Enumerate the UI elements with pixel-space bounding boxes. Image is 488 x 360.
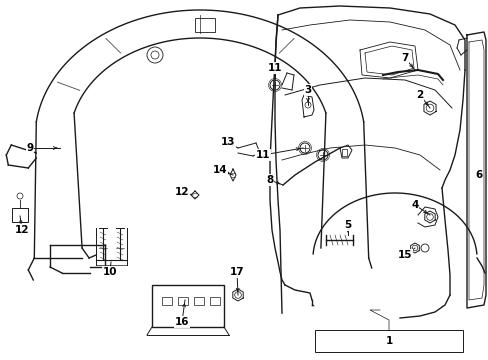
Text: 15: 15: [397, 250, 411, 260]
Text: 4: 4: [410, 200, 418, 210]
Text: 11: 11: [255, 150, 270, 160]
Text: 1: 1: [385, 336, 392, 346]
Bar: [178, 297, 187, 305]
Text: 12: 12: [15, 225, 29, 235]
Text: 10: 10: [102, 267, 117, 277]
Text: 16: 16: [174, 317, 189, 327]
Text: 13: 13: [220, 137, 235, 147]
Bar: [194, 297, 203, 305]
Text: 12: 12: [174, 187, 189, 197]
Bar: [152, 285, 224, 327]
Text: 2: 2: [415, 90, 423, 100]
Text: 17: 17: [229, 267, 244, 277]
Text: 6: 6: [474, 170, 482, 180]
Bar: [341, 149, 346, 156]
Text: 5: 5: [344, 220, 351, 230]
Text: 9: 9: [26, 143, 34, 153]
Text: 14: 14: [212, 165, 227, 175]
Text: 11: 11: [267, 63, 282, 73]
Text: 7: 7: [401, 53, 408, 63]
Bar: [314, 330, 462, 352]
Bar: [209, 297, 220, 305]
Bar: [162, 297, 172, 305]
Bar: [12, 208, 28, 222]
Text: 3: 3: [304, 85, 311, 95]
Bar: [195, 18, 215, 32]
Text: 8: 8: [266, 175, 273, 185]
